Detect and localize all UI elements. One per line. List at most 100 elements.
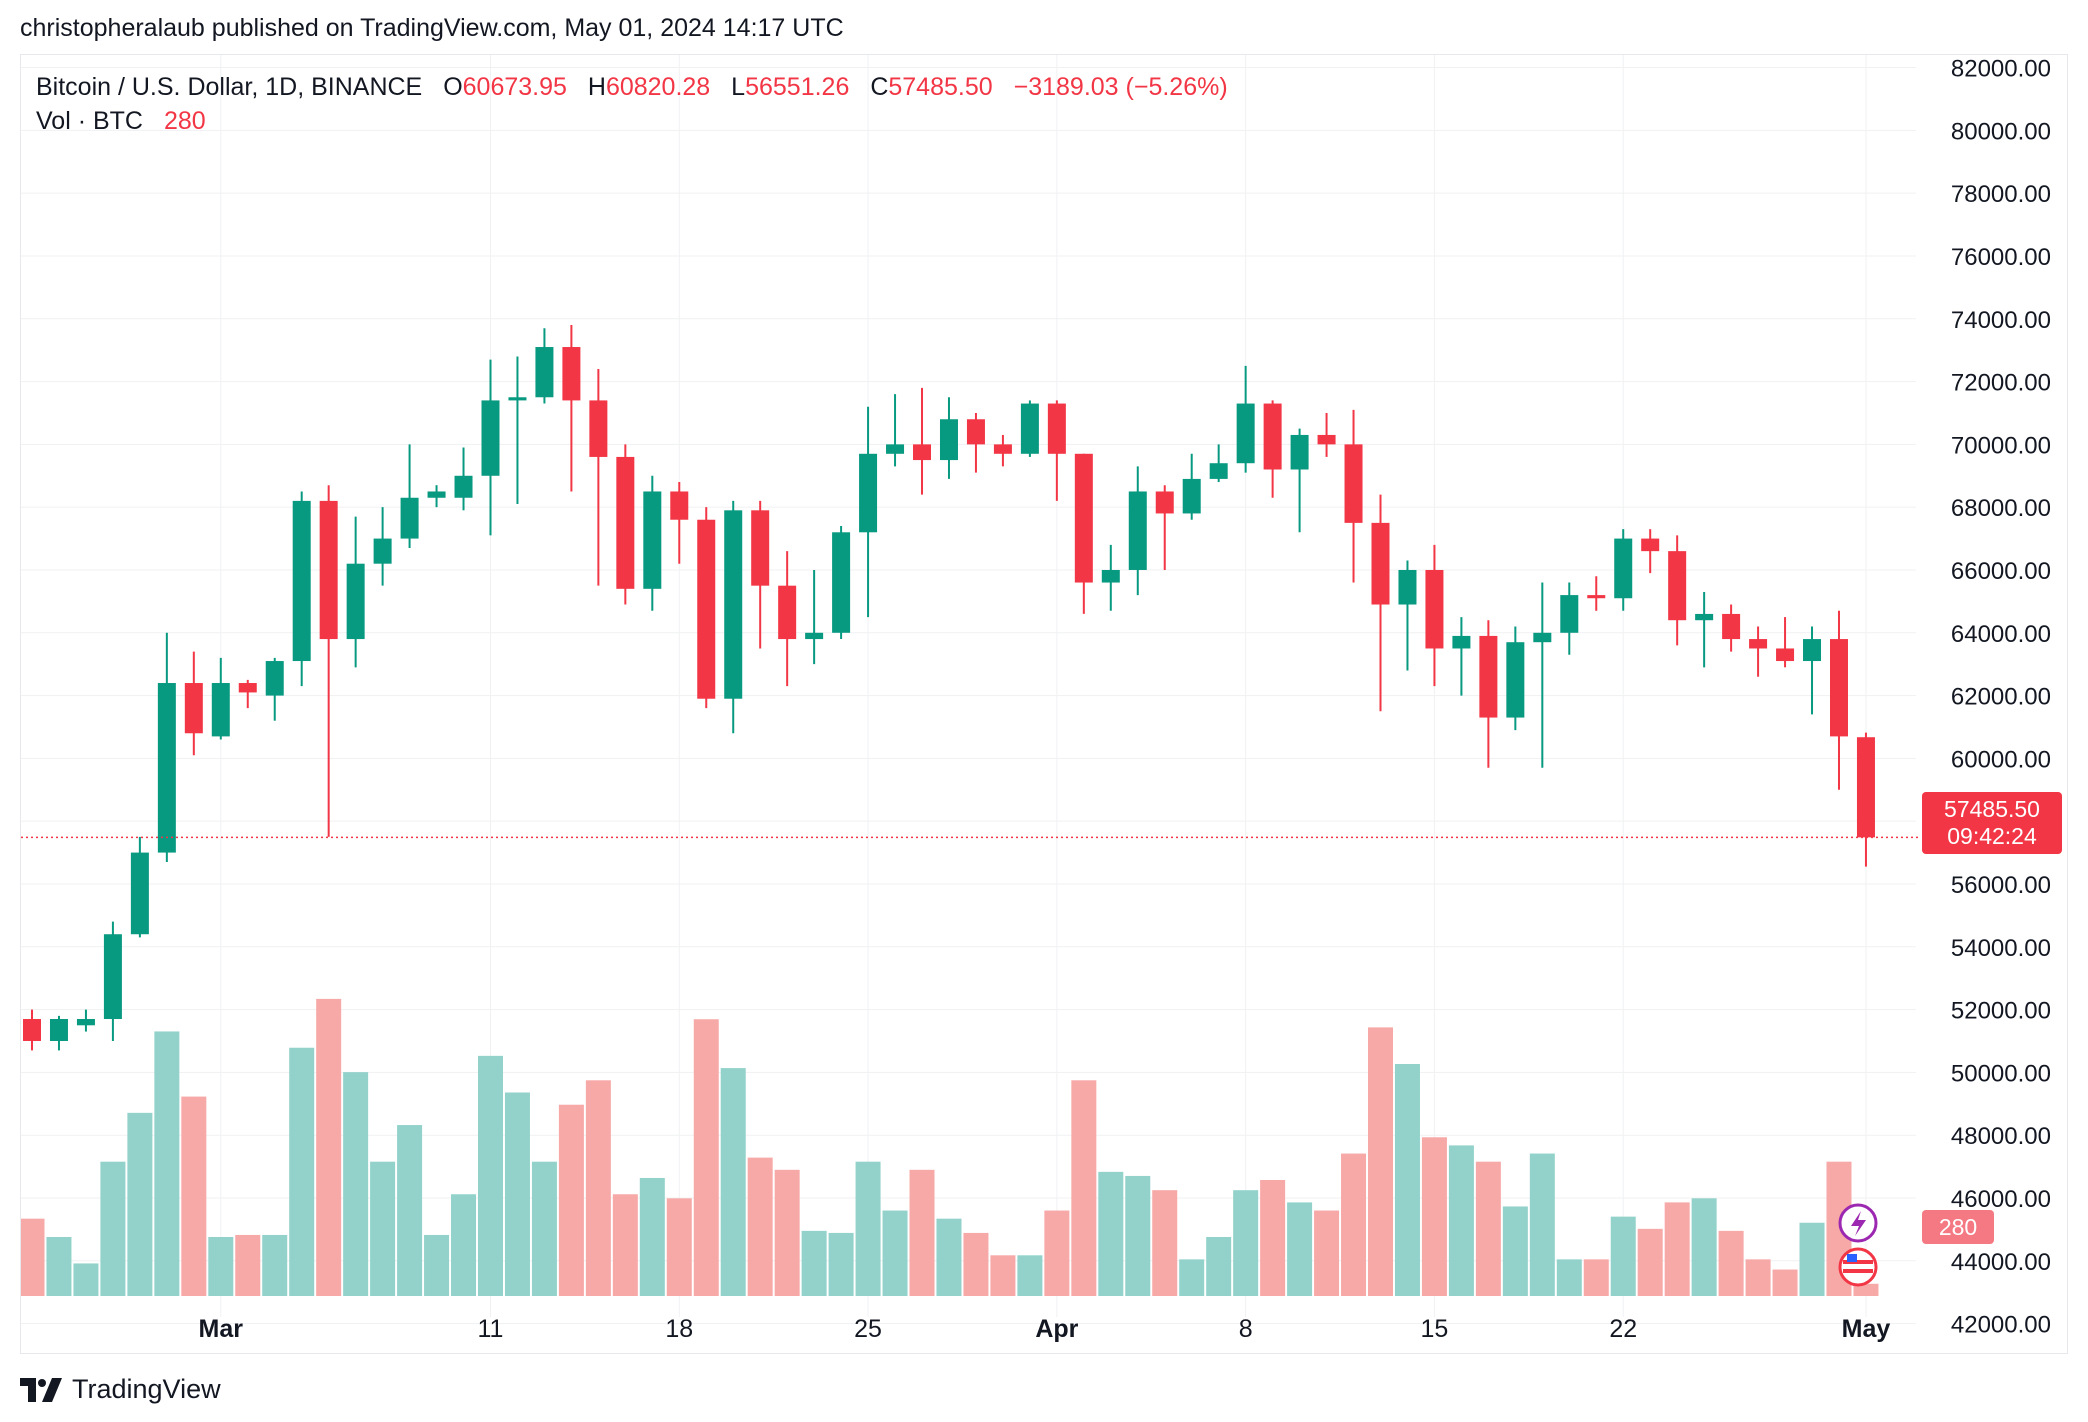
candle xyxy=(1587,576,1606,611)
volume-bar xyxy=(73,1263,99,1296)
symbol-title[interactable]: Bitcoin / U.S. Dollar, 1D, BINANCE xyxy=(36,73,423,101)
volume-bar xyxy=(1448,1145,1474,1296)
candle xyxy=(1479,620,1498,768)
volume-bar xyxy=(1287,1202,1313,1296)
candle-body xyxy=(778,585,797,640)
volume-bar xyxy=(1071,1080,1097,1296)
volume-badge: 280 xyxy=(1922,1210,1994,1244)
candle xyxy=(562,325,581,492)
candle-body xyxy=(1533,632,1552,643)
volume-bar xyxy=(882,1210,908,1296)
y-tick-label: 42000.00 xyxy=(1951,1312,2051,1339)
candle-body xyxy=(265,661,284,696)
candle xyxy=(1722,604,1741,652)
y-tick-label: 70000.00 xyxy=(1951,432,2051,459)
volume-bar xyxy=(1475,1161,1501,1296)
candle-body xyxy=(1614,538,1633,599)
volume-bar xyxy=(1098,1171,1124,1296)
y-tick-label: 56000.00 xyxy=(1951,872,2051,899)
publisher-header: christopheralaub published on TradingVie… xyxy=(20,14,844,42)
volume-bar xyxy=(1044,1210,1070,1296)
candle xyxy=(643,475,662,611)
candle-body xyxy=(319,500,338,640)
volume-bar xyxy=(21,1218,45,1296)
volume-bar xyxy=(1529,1153,1555,1296)
volume-bar xyxy=(1233,1190,1259,1296)
x-tick-label: 11 xyxy=(478,1315,504,1343)
candle xyxy=(1182,453,1201,520)
candle xyxy=(913,387,932,495)
candle-body xyxy=(292,500,311,662)
volume-bar xyxy=(1853,1283,1879,1296)
price-chart[interactable]: 82000.00 80000.00 78000.00 76000.00 74000.00… xyxy=(21,55,2069,1355)
candle xyxy=(1155,485,1174,570)
volume-bar xyxy=(1772,1269,1798,1296)
candle xyxy=(238,679,257,709)
candle-body xyxy=(1290,434,1309,470)
y-tick-label: 50000.00 xyxy=(1951,1060,2051,1087)
candle xyxy=(1209,444,1228,483)
candle-body xyxy=(1317,434,1336,445)
candle-body xyxy=(1371,522,1390,605)
volume-bar xyxy=(531,1161,557,1296)
volume-bar xyxy=(343,1072,369,1296)
candle xyxy=(1263,400,1282,498)
candle xyxy=(265,657,284,721)
candle xyxy=(805,569,824,665)
open-value: 60673.95 xyxy=(462,73,567,101)
candle xyxy=(481,359,500,536)
volume-bar xyxy=(1583,1259,1609,1296)
low-value: 56551.26 xyxy=(745,73,850,101)
volume-bar xyxy=(1206,1236,1232,1296)
volume-bar xyxy=(1556,1259,1582,1296)
volume-bar xyxy=(181,1096,207,1296)
candle-body xyxy=(1479,635,1498,718)
volume-bar xyxy=(424,1234,450,1296)
candle xyxy=(1128,466,1147,596)
volume-label[interactable]: Vol · BTC xyxy=(36,107,143,135)
candle xyxy=(49,1015,68,1051)
footer-brand[interactable]: TradingView xyxy=(72,1374,221,1404)
candle-body xyxy=(643,491,662,589)
candle-body xyxy=(184,683,203,734)
volume-bar xyxy=(477,1055,503,1296)
y-tick-label: 54000.00 xyxy=(1951,935,2051,962)
volume-bar xyxy=(693,1019,719,1296)
candle xyxy=(724,500,743,734)
y-tick-label: 60000.00 xyxy=(1951,746,2051,773)
volume-bar xyxy=(558,1104,584,1296)
candle xyxy=(1425,544,1444,687)
candle xyxy=(292,491,311,687)
candle-body xyxy=(1344,444,1363,523)
candle-body xyxy=(966,419,985,445)
tradingview-logo-icon[interactable] xyxy=(20,1377,62,1402)
candle-body xyxy=(751,510,770,586)
candle-body xyxy=(427,491,446,498)
chart-frame[interactable]: 82000.00 80000.00 78000.00 76000.00 74000.00… xyxy=(20,54,2068,1354)
candle xyxy=(1236,365,1255,473)
candle-body xyxy=(1506,642,1525,718)
x-tick-label: Apr xyxy=(1035,1315,1078,1343)
candle xyxy=(184,651,203,756)
y-tick-label: 80000.00 xyxy=(1951,118,2051,145)
candle-body xyxy=(1020,403,1039,454)
candle xyxy=(778,551,797,687)
candle xyxy=(346,516,365,668)
candle-body xyxy=(1398,569,1417,605)
candle xyxy=(319,485,338,837)
volume-bar xyxy=(747,1157,773,1296)
volume-bar xyxy=(235,1234,261,1296)
high-value: 60820.28 xyxy=(605,73,711,101)
volume-bar xyxy=(1125,1175,1151,1296)
volume-bar xyxy=(909,1169,935,1296)
candle-body xyxy=(1776,648,1795,662)
candle-body xyxy=(1155,491,1174,514)
volume-bar xyxy=(1179,1259,1205,1296)
volume-bar xyxy=(774,1169,800,1296)
candle xyxy=(993,434,1012,467)
volume-bar xyxy=(1341,1153,1367,1296)
close-value: 57485.50 xyxy=(888,73,993,101)
candle-body xyxy=(670,491,689,520)
volume-bar xyxy=(154,1031,180,1296)
y-tick-label: 72000.00 xyxy=(1951,370,2051,397)
